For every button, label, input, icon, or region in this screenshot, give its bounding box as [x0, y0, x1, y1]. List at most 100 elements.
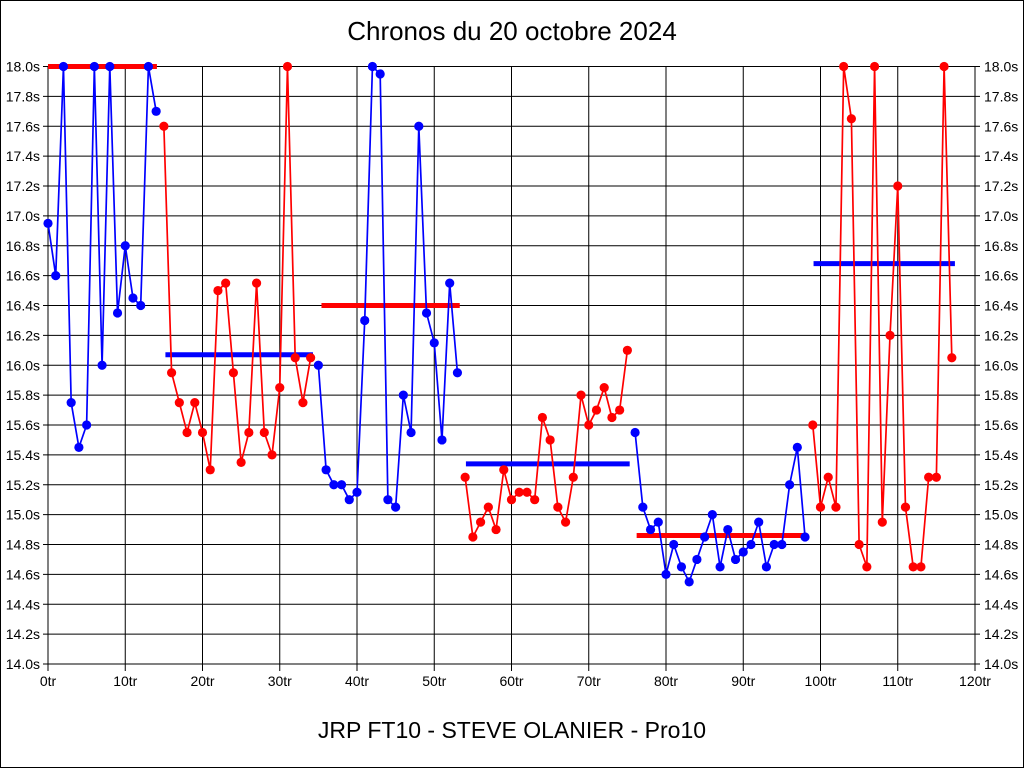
- x-tick-label: 30tr: [268, 673, 292, 689]
- y-tick-label-left: 14.2s: [6, 626, 40, 642]
- y-tick-label-left: 17.8s: [6, 88, 40, 104]
- data-point: [491, 524, 501, 535]
- y-tick-label-right: 14.6s: [984, 566, 1018, 582]
- data-point: [607, 412, 617, 423]
- data-point: [151, 106, 161, 116]
- x-tick-label: 10tr: [113, 673, 137, 689]
- y-tick-label-left: 14.6s: [6, 566, 40, 582]
- y-tick-label-left: 18.0s: [6, 59, 40, 75]
- x-tick-label: 100tr: [805, 673, 837, 689]
- y-tick-label-left: 16.8s: [6, 238, 40, 254]
- data-point: [553, 502, 563, 512]
- lap-series-stint-1: [47, 65, 157, 449]
- data-point: [545, 435, 555, 445]
- data-point: [645, 524, 656, 535]
- y-tick-label-right: 17.2s: [984, 178, 1018, 194]
- data-point: [267, 450, 277, 460]
- data-point: [182, 427, 192, 438]
- data-point: [82, 420, 92, 430]
- y-tick-label-left: 16.2s: [6, 327, 40, 343]
- y-tick-label-left: 14.4s: [6, 596, 40, 612]
- y-tick-label-right: 14.0s: [984, 656, 1018, 672]
- data-point: [74, 442, 84, 453]
- data-point: [344, 495, 354, 505]
- data-point: [839, 61, 849, 72]
- data-point: [746, 539, 756, 550]
- data-point: [282, 61, 293, 72]
- y-tick-label-left: 15.6s: [6, 417, 40, 433]
- data-point: [560, 517, 571, 527]
- data-point: [143, 61, 154, 72]
- data-point: [754, 517, 764, 527]
- data-point: [105, 61, 115, 72]
- data-point: [769, 539, 779, 550]
- data-point: [506, 495, 517, 505]
- data-point: [893, 181, 903, 191]
- data-point: [800, 532, 810, 542]
- data-point: [313, 360, 323, 370]
- data-point: [391, 502, 401, 512]
- data-point: [638, 502, 648, 512]
- data-point: [499, 465, 509, 475]
- data-point: [738, 547, 748, 557]
- data-point: [244, 427, 254, 438]
- data-point: [823, 472, 833, 482]
- y-tick-label-right: 15.8s: [984, 387, 1018, 403]
- data-point: [259, 427, 269, 438]
- data-point: [128, 293, 138, 303]
- data-point: [367, 61, 378, 72]
- data-point: [452, 368, 463, 378]
- data-point: [51, 271, 61, 281]
- y-tick-label-right: 17.6s: [984, 118, 1018, 134]
- y-tick-label-right: 16.2s: [984, 327, 1018, 343]
- data-point: [808, 420, 818, 430]
- data-point: [174, 397, 184, 408]
- data-point: [676, 562, 687, 572]
- data-point: [916, 562, 926, 572]
- data-point: [931, 472, 941, 482]
- y-tick-label-left: 17.6s: [6, 118, 40, 134]
- x-tick-label: 70tr: [577, 673, 601, 689]
- data-point: [785, 480, 795, 490]
- data-point: [197, 427, 208, 438]
- data-point: [159, 121, 169, 131]
- data-point: [537, 412, 548, 423]
- data-point: [661, 569, 671, 579]
- data-point: [862, 562, 872, 572]
- data-point: [908, 562, 918, 572]
- y-tick-label-left: 15.4s: [6, 447, 40, 463]
- y-tick-label-right: 14.4s: [984, 596, 1018, 612]
- data-point: [885, 330, 895, 340]
- data-point: [167, 368, 177, 378]
- data-point: [306, 353, 316, 363]
- data-point: [761, 562, 772, 572]
- plot-border: [47, 66, 976, 665]
- data-point: [360, 315, 370, 326]
- data-point: [460, 472, 470, 482]
- data-point: [321, 465, 331, 475]
- data-point: [939, 61, 949, 72]
- data-point: [707, 510, 717, 520]
- data-point: [190, 397, 200, 408]
- y-tick-label-right: 16.8s: [984, 238, 1018, 254]
- y-tick-label-left: 15.8s: [6, 387, 40, 403]
- data-point: [854, 539, 864, 550]
- data-point: [398, 390, 408, 400]
- x-tick-label: 20tr: [190, 673, 214, 689]
- data-point: [298, 397, 308, 408]
- data-point: [730, 554, 741, 565]
- data-point: [615, 405, 625, 415]
- data-point: [445, 278, 455, 288]
- data-point: [483, 502, 493, 512]
- chart-footer: JRP FT10 - STEVE OLANIER - Pro10: [317, 717, 707, 743]
- x-tick-label: 120tr: [959, 673, 991, 689]
- data-point: [599, 383, 609, 393]
- data-point: [947, 353, 957, 363]
- data-point: [414, 121, 424, 131]
- y-tick-label-left: 17.2s: [6, 178, 40, 194]
- data-point: [584, 420, 594, 430]
- data-point: [723, 524, 733, 535]
- data-point: [213, 285, 223, 296]
- data-point: [468, 532, 478, 542]
